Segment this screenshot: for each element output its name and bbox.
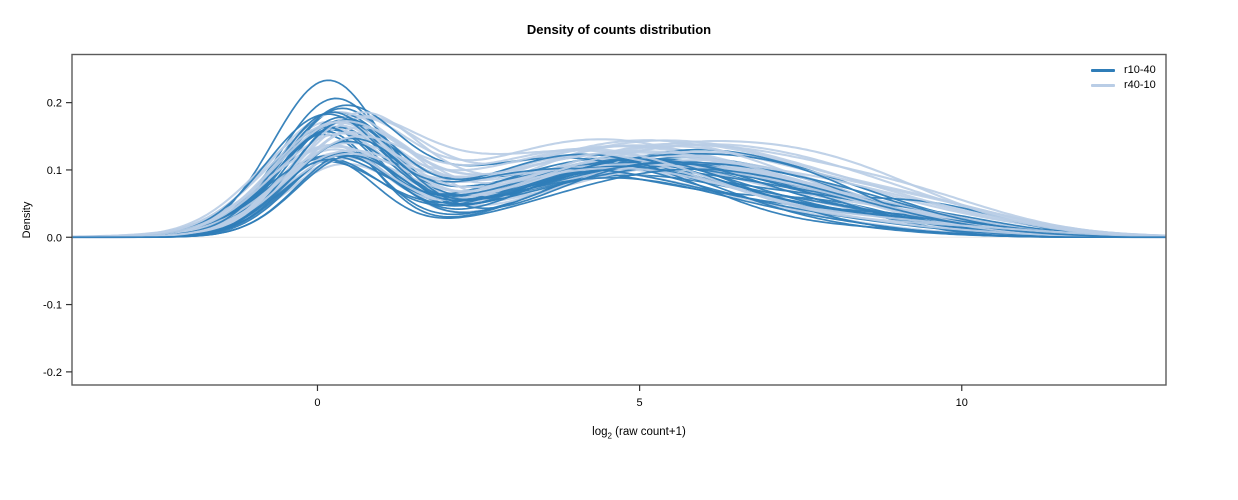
density-curve — [72, 113, 1166, 239]
y-tick-label: -0.2 — [43, 367, 62, 379]
x-tick-label: 10 — [956, 397, 968, 409]
legend-line-swatch-r10-40 — [1091, 69, 1115, 72]
y-tick-label: -0.1 — [43, 300, 62, 312]
x-axis-title: log2 (raw count+1) — [592, 426, 686, 440]
legend-item-r10-40: r10-40 — [1091, 63, 1156, 78]
y-tick-label: 0.1 — [47, 165, 62, 177]
legend-item-r40-10: r40-10 — [1091, 78, 1156, 93]
density-curve — [72, 141, 1166, 238]
x-axis-title-pre: log — [592, 426, 608, 438]
plot-title: Density of counts distribution — [526, 22, 712, 37]
x-axis-title-sub: 2 — [607, 431, 612, 441]
legend: r10-40 r40-10 — [1091, 63, 1156, 93]
legend-label: r40-10 — [1124, 79, 1156, 91]
y-tick-label: 0.2 — [47, 98, 62, 110]
density-curve — [72, 132, 1166, 239]
y-tick-label: 0.0 — [47, 232, 62, 244]
density-curve — [72, 154, 1166, 239]
x-axis-title-post: (raw count+1) — [611, 426, 686, 438]
density-curves — [72, 79, 1166, 239]
legend-label: r10-40 — [1124, 64, 1156, 76]
plot-box — [71, 53, 1167, 386]
legend-line-swatch-r40-10 — [1091, 84, 1115, 87]
x-tick-label: 0 — [314, 397, 320, 409]
density-curve — [72, 135, 1166, 239]
density-curve — [72, 139, 1166, 239]
y-axis-title: Density — [21, 201, 33, 239]
x-tick-label: 5 — [637, 397, 643, 409]
